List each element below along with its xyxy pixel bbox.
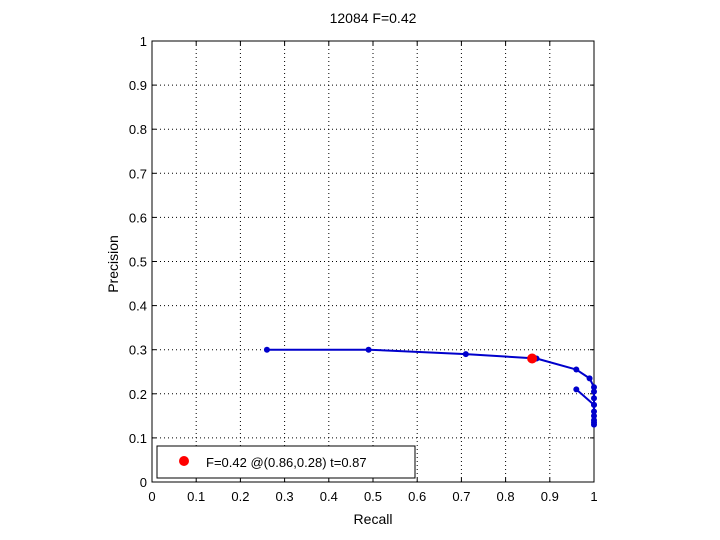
series-line xyxy=(266,348,595,426)
x-tick-labels: 0 0.1 0.2 0.3 0.4 0.5 0.6 0.7 0.8 0.9 1 xyxy=(148,489,597,504)
grid-lines xyxy=(152,41,594,482)
x-tick-label: 0.7 xyxy=(452,489,470,504)
data-point xyxy=(591,384,597,391)
data-point xyxy=(591,401,597,408)
y-tick-label: 0.5 xyxy=(129,255,147,270)
y-tick-label: 0.4 xyxy=(129,299,147,314)
x-tick-label: 0.3 xyxy=(276,489,294,504)
y-tick-label: 0 xyxy=(140,475,147,490)
legend: F=0.42 @(0.86,0.28) t=0.87 xyxy=(156,445,416,479)
x-tick-label: 0.4 xyxy=(320,489,338,504)
y-tick-label: 0.9 xyxy=(129,78,147,93)
y-tick-label: 0.7 xyxy=(129,166,147,181)
x-tick-label: 0 xyxy=(148,489,155,504)
series-layer xyxy=(263,346,597,428)
legend-label: F=0.42 @(0.86,0.28) t=0.87 xyxy=(206,455,367,470)
y-tick-label: 0.1 xyxy=(129,431,147,446)
data-point xyxy=(591,388,597,395)
data-point xyxy=(591,412,597,419)
data-point xyxy=(591,395,597,402)
data-point xyxy=(591,421,597,428)
legend-marker xyxy=(179,456,189,466)
highlight-layer xyxy=(527,353,538,364)
data-point xyxy=(586,375,593,382)
y-axis-label: Precision xyxy=(105,235,121,293)
y-tick-label: 0.2 xyxy=(129,387,147,402)
x-tick-label: 0.6 xyxy=(408,489,426,504)
chart-title: 12084 F=0.42 xyxy=(330,10,417,26)
y-tick-label: 0.6 xyxy=(129,210,147,225)
y-tick-labels: 0 0.1 0.2 0.3 0.4 0.5 0.6 0.7 0.8 0.9 1 xyxy=(129,34,147,490)
data-point xyxy=(263,346,270,353)
legend-box xyxy=(156,445,416,479)
x-tick-label: 1 xyxy=(590,489,597,504)
x-tick-label: 0.8 xyxy=(497,489,515,504)
x-tick-label: 0.9 xyxy=(541,489,559,504)
best-f-point xyxy=(527,353,538,364)
y-tick-label: 0.8 xyxy=(129,122,147,137)
data-point xyxy=(365,346,372,353)
y-tick-label: 1 xyxy=(140,34,147,49)
x-tick-label: 0.5 xyxy=(364,489,382,504)
data-point xyxy=(591,408,597,415)
data-point xyxy=(462,351,469,358)
x-tick-label: 0.1 xyxy=(187,489,205,504)
x-tick-label: 0.2 xyxy=(231,489,249,504)
y-tick-label: 0.3 xyxy=(129,343,147,358)
data-point xyxy=(573,366,580,373)
x-axis-label: Recall xyxy=(354,511,393,527)
data-point xyxy=(573,386,580,393)
